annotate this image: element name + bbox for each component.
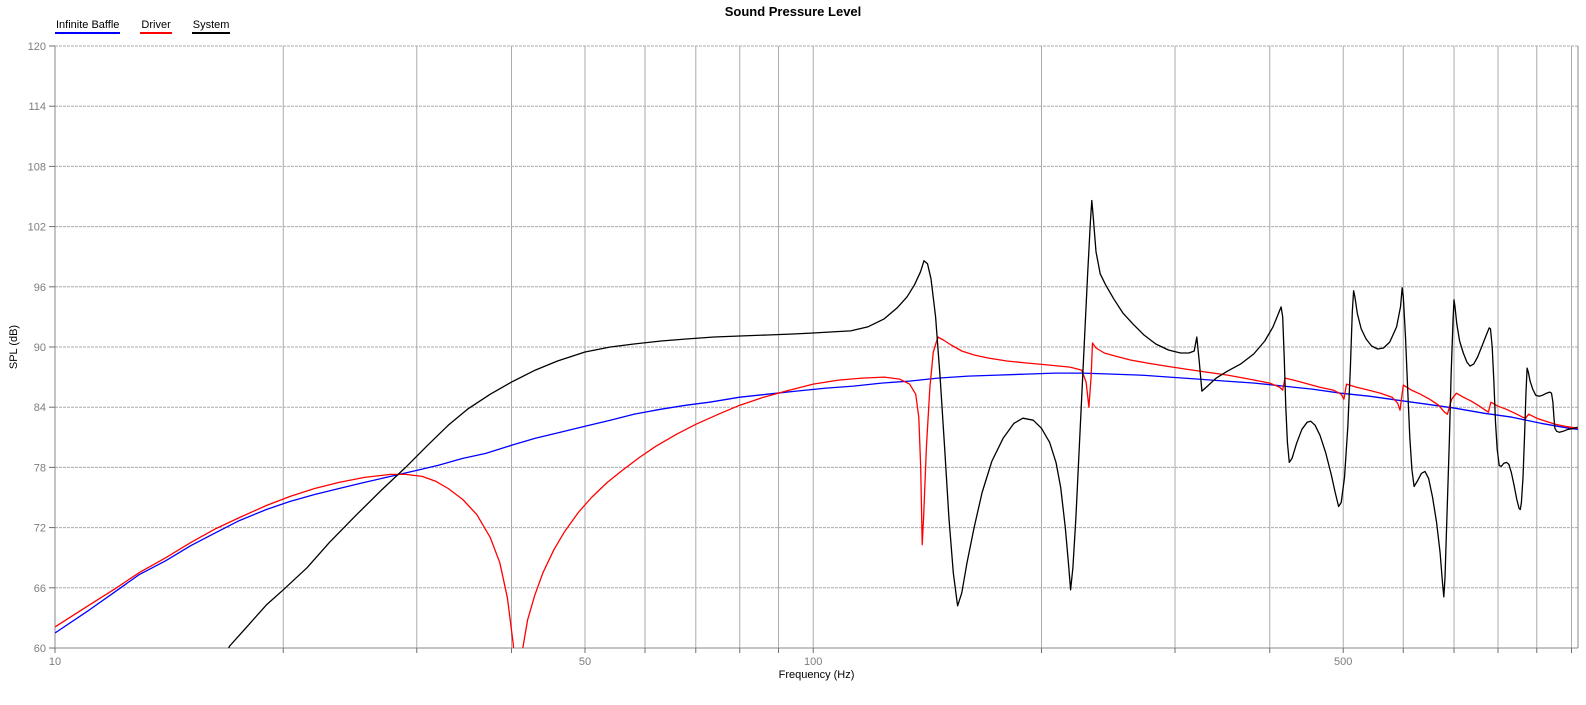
y-axis-title: SPL (dB): [8, 324, 20, 370]
legend-item-driver: Driver: [140, 19, 172, 34]
y-tick-label-114: 114: [28, 101, 46, 113]
y-tick-label-84: 84: [34, 402, 46, 414]
y-tick-label-78: 78: [34, 462, 46, 474]
legend-item-infinite-baffle: Infinite Baffle: [55, 19, 121, 34]
x-tick-label-500: 500: [1334, 656, 1352, 668]
y-tick-label-66: 66: [34, 583, 46, 595]
series-driver-line: [55, 336, 1578, 648]
x-axis-title: Frequency (Hz): [778, 669, 855, 681]
y-tick-label-102: 102: [28, 222, 46, 234]
legend-item-system: System: [191, 19, 231, 34]
y-tick-label-90: 90: [34, 342, 46, 354]
series-system-line: [227, 199, 1578, 648]
y-tick-label-120: 120: [28, 41, 46, 53]
x-tick-label-50: 50: [579, 656, 591, 668]
y-tick-label-72: 72: [34, 523, 46, 535]
x-tick-label-10: 10: [49, 656, 61, 668]
chart-title: Sound Pressure Level: [724, 4, 862, 19]
y-tick-label-96: 96: [34, 282, 46, 294]
y-tick-label-108: 108: [28, 161, 46, 173]
legend: Infinite Baffle Driver System: [55, 19, 231, 34]
y-tick-label-60: 60: [34, 643, 46, 655]
x-tick-label-100: 100: [804, 656, 822, 668]
